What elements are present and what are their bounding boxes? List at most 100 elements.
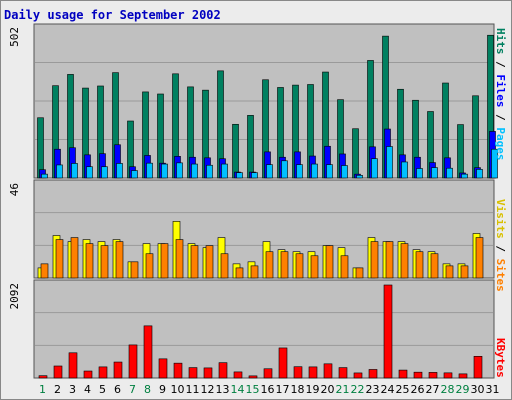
bar-sites-day-22 [355,267,364,279]
x-tick-day-25: 25 [396,383,410,396]
bar-kbytes-day-8 [143,325,153,379]
bar-pages-day-10 [176,162,183,179]
bar-kbytes-day-2 [53,365,63,379]
bar-sites-day-7 [130,261,139,279]
bar-kbytes-day-15 [248,375,258,379]
bar-kbytes-day-16 [263,368,273,379]
bar-hits-day-1 [37,117,44,179]
bar-pages-day-29 [461,173,468,179]
bar-kbytes-day-22 [353,372,363,379]
x-tick-day-28: 28 [441,383,455,396]
bar-pages-day-5 [101,166,108,179]
bar-pages-day-25 [401,161,408,179]
x-tick-day-12: 12 [201,383,215,396]
bar-kbytes-day-21 [338,367,348,379]
bar-hits-day-14 [232,123,239,179]
x-tick-day-22: 22 [351,383,365,396]
bar-sites-day-14 [235,267,244,279]
bar-pages-day-2 [56,164,63,179]
bar-sites-day-5 [100,245,109,279]
bar-sites-day-6 [115,241,124,279]
x-tick-day-6: 6 [114,383,121,396]
bar-sites-day-18 [295,253,304,279]
bar-sites-day-27 [430,253,439,279]
x-tick-day-11: 11 [186,383,200,396]
chart-title: Daily usage for September 2002 [4,8,221,22]
bar-sites-day-28 [445,265,454,279]
x-tick-day-15: 15 [246,383,260,396]
bar-sites-day-12 [205,245,214,279]
x-tick-day-17: 17 [276,383,290,396]
bar-sites-day-2 [55,239,64,279]
bar-pages-day-21 [341,165,348,179]
bar-pages-day-14 [236,172,243,179]
bar-sites-day-25 [400,243,409,279]
bar-hits-day-30 [472,95,479,179]
bar-pages-day-20 [326,164,333,179]
legend-sep-2: / [494,108,507,128]
legend-visits: Visits [494,199,507,239]
bar-pages-day-7 [131,170,138,179]
bar-pages-day-13 [221,163,228,179]
x-tick-day-13: 13 [216,383,230,396]
x-tick-day-18: 18 [291,383,305,396]
bar-sites-day-29 [460,265,469,279]
y-max-label-top: 502 [8,27,21,47]
bar-pages-day-9 [161,163,168,179]
bar-sites-day-16 [265,251,274,279]
bar-kbytes-day-24 [383,284,393,379]
bar-pages-day-8 [146,162,153,179]
bar-kbytes-day-14 [233,371,243,379]
x-tick-day-14: 14 [231,383,245,396]
bar-pages-day-26 [416,168,423,179]
x-tick-day-30: 30 [471,383,485,396]
bar-kbytes-day-9 [158,358,168,379]
x-tick-day-31: 31 [486,383,500,396]
x-tick-day-27: 27 [426,383,440,396]
legend-sites: Sites [494,259,507,292]
bar-kbytes-day-7 [128,344,138,379]
bar-pages-day-6 [116,163,123,179]
bar-pages-day-24 [386,146,393,179]
x-tick-day-16: 16 [261,383,275,396]
x-tick-day-26: 26 [411,383,425,396]
legend-kbytes: KBytes [494,338,507,378]
bar-kbytes-day-18 [293,366,303,379]
x-axis-day-labels: 1 2 3 4 5 6 7 8 9 10 11 12 13 14 15 16 17 18 19 20 21 22 23 24 2… [39,383,500,396]
y-max-label-middle: 46 [8,183,21,196]
bar-pages-day-1 [41,173,48,179]
bar-kbytes-day-19 [308,366,318,379]
legend-files: Files [494,74,507,107]
x-tick-day-9: 9 [159,383,166,396]
bar-kbytes-day-30 [473,356,483,379]
bar-kbytes-day-20 [323,363,333,379]
bar-sites-day-30 [475,237,484,279]
bar-kbytes-day-13 [218,362,228,379]
x-tick-day-19: 19 [306,383,320,396]
bar-sites-day-13 [220,253,229,279]
bar-sites-day-26 [415,251,424,279]
bar-kbytes-day-4 [83,370,93,379]
y-max-label-bottom: 2092 [8,283,21,310]
bar-sites-day-8 [145,253,154,279]
legend-sep-3: / [494,239,507,259]
bar-kbytes-day-3 [68,352,78,379]
x-tick-day-21: 21 [336,383,350,396]
bar-pages-day-17 [281,160,288,179]
bar-pages-day-18 [296,164,303,179]
bar-sites-day-20 [325,245,334,279]
bar-sites-day-3 [70,237,79,279]
bar-kbytes-day-23 [368,369,378,379]
bar-pages-day-30 [476,169,483,179]
x-tick-day-8: 8 [144,383,151,396]
bar-pages-day-23 [371,158,378,179]
bar-sites-day-17 [280,251,289,279]
bar-sites-day-23 [370,241,379,279]
bar-sites-day-10 [175,239,184,279]
bar-sites-day-1 [40,263,49,279]
bar-kbytes-day-26 [413,371,423,379]
legend-hits: Hits [494,28,507,55]
bar-kbytes-day-1 [38,375,48,379]
bar-pages-day-22 [356,175,363,179]
bar-pages-day-3 [71,163,78,179]
